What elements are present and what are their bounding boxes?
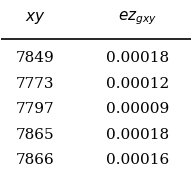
Text: 0.00018: 0.00018 bbox=[106, 128, 169, 142]
Text: 7865: 7865 bbox=[16, 128, 55, 142]
Text: 7849: 7849 bbox=[16, 51, 55, 65]
Text: 7866: 7866 bbox=[16, 153, 55, 167]
Text: $xy$: $xy$ bbox=[25, 10, 46, 26]
Text: 0.00009: 0.00009 bbox=[106, 102, 169, 116]
Text: 0.00018: 0.00018 bbox=[106, 51, 169, 65]
Text: 0.00016: 0.00016 bbox=[106, 153, 169, 167]
Text: 0.00012: 0.00012 bbox=[106, 77, 169, 91]
Text: 7797: 7797 bbox=[16, 102, 55, 116]
Text: 7773: 7773 bbox=[16, 77, 55, 91]
Text: $ez_{gxy}$: $ez_{gxy}$ bbox=[118, 10, 157, 27]
